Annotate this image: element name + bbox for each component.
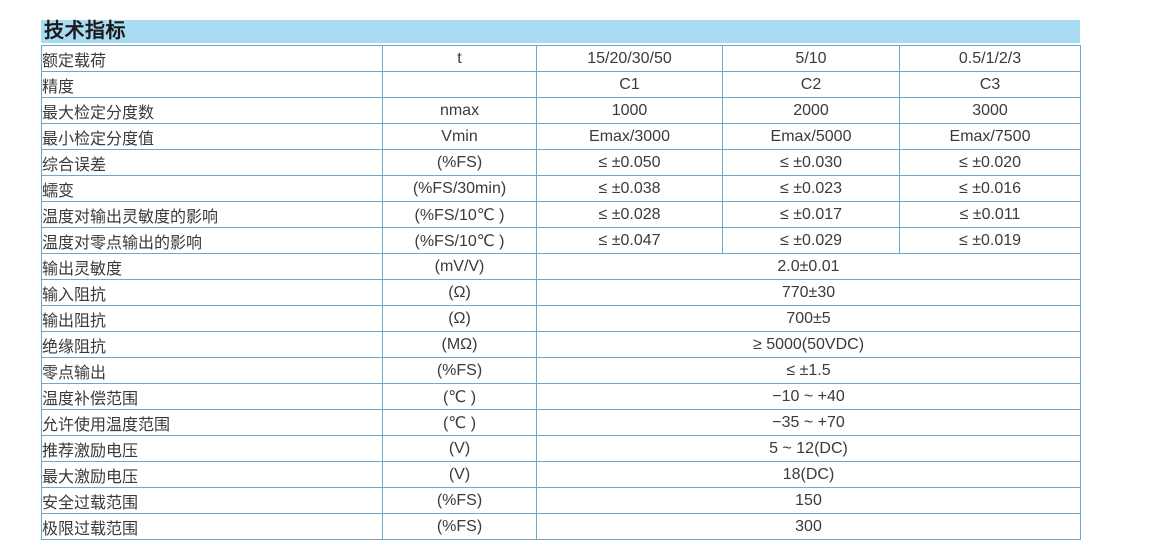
- spec-label: 允许使用温度范围: [41, 409, 383, 436]
- spec-unit: (%FS/10℃ ): [382, 201, 537, 228]
- spec-row: 精度 C1 C2 C3: [41, 71, 1081, 98]
- spec-row: 输入阻抗 (Ω) 770±30: [41, 279, 1081, 306]
- spec-unit: (V): [382, 435, 537, 462]
- spec-label: 温度补偿范围: [41, 383, 383, 410]
- spec-row: 安全过载范围 (%FS) 150: [41, 487, 1081, 514]
- spec-value: C3: [899, 71, 1081, 98]
- spec-value: Emax/3000: [536, 123, 723, 150]
- spec-label: 精度: [41, 71, 383, 98]
- spec-row: 最大检定分度数 nmax 1000 2000 3000: [41, 97, 1081, 124]
- spec-value: ≤ ±0.030: [722, 149, 900, 176]
- spec-value: 5/10: [722, 45, 900, 72]
- spec-unit: (Ω): [382, 305, 537, 332]
- spec-value: 0.5/1/2/3: [899, 45, 1081, 72]
- section-title-band: 技术指标: [41, 20, 1080, 43]
- spec-value-merged: 18(DC): [536, 461, 1081, 488]
- spec-label: 温度对零点输出的影响: [41, 227, 383, 254]
- spec-label: 绝缘阻抗: [41, 331, 383, 358]
- spec-unit: (℃ ): [382, 409, 537, 436]
- spec-unit: Vmin: [382, 123, 537, 150]
- spec-label: 蠕变: [41, 175, 383, 202]
- spec-label: 最小检定分度值: [41, 123, 383, 150]
- spec-unit: (%FS): [382, 513, 537, 540]
- spec-value-merged: 150: [536, 487, 1081, 514]
- spec-value-merged: ≤ ±1.5: [536, 357, 1081, 384]
- spec-row: 最大激励电压 (V) 18(DC): [41, 461, 1081, 488]
- spec-unit: (%FS): [382, 487, 537, 514]
- spec-row: 最小检定分度值 Vmin Emax/3000 Emax/5000 Emax/7500: [41, 123, 1081, 150]
- spec-label: 推荐激励电压: [41, 435, 383, 462]
- spec-value-merged: ≥ 5000(50VDC): [536, 331, 1081, 358]
- spec-label: 最大检定分度数: [41, 97, 383, 124]
- spec-label: 温度对输出灵敏度的影响: [41, 201, 383, 228]
- spec-unit: [382, 71, 537, 98]
- spec-value: Emax/5000: [722, 123, 900, 150]
- spec-unit: (%FS/30min): [382, 175, 537, 202]
- spec-value: ≤ ±0.020: [899, 149, 1081, 176]
- spec-unit: t: [382, 45, 537, 72]
- spec-row: 额定载荷 t 15/20/30/50 5/10 0.5/1/2/3: [41, 45, 1081, 72]
- spec-value: ≤ ±0.023: [722, 175, 900, 202]
- spec-label: 输入阻抗: [41, 279, 383, 306]
- spec-value: ≤ ±0.050: [536, 149, 723, 176]
- spec-value: Emax/7500: [899, 123, 1081, 150]
- spec-value: C2: [722, 71, 900, 98]
- spec-value: 3000: [899, 97, 1081, 124]
- spec-value-merged: 770±30: [536, 279, 1081, 306]
- spec-label: 输出阻抗: [41, 305, 383, 332]
- spec-value: ≤ ±0.011: [899, 201, 1081, 228]
- spec-unit: (℃ ): [382, 383, 537, 410]
- spec-label: 极限过载范围: [41, 513, 383, 540]
- spec-row: 温度补偿范围 (℃ ) −10 ~ +40: [41, 383, 1081, 410]
- spec-row: 推荐激励电压 (V) 5 ~ 12(DC): [41, 435, 1081, 462]
- spec-unit: nmax: [382, 97, 537, 124]
- spec-value: ≤ ±0.028: [536, 201, 723, 228]
- spec-value-merged: −10 ~ +40: [536, 383, 1081, 410]
- spec-value: ≤ ±0.038: [536, 175, 723, 202]
- spec-value: ≤ ±0.019: [899, 227, 1081, 254]
- spec-label: 零点输出: [41, 357, 383, 384]
- spec-label: 安全过载范围: [41, 487, 383, 514]
- spec-table: 额定载荷 t 15/20/30/50 5/10 0.5/1/2/3 精度 C1 C2 C3 最大检…: [41, 45, 1081, 540]
- spec-label: 综合误差: [41, 149, 383, 176]
- spec-value: ≤ ±0.029: [722, 227, 900, 254]
- section-title: 技术指标: [44, 20, 126, 42]
- spec-row: 输出灵敏度 (mV/V) 2.0±0.01: [41, 253, 1081, 280]
- spec-row: 允许使用温度范围 (℃ ) −35 ~ +70: [41, 409, 1081, 436]
- spec-value-merged: 5 ~ 12(DC): [536, 435, 1081, 462]
- spec-row: 蠕变 (%FS/30min) ≤ ±0.038 ≤ ±0.023 ≤ ±0.016: [41, 175, 1081, 202]
- spec-label: 输出灵敏度: [41, 253, 383, 280]
- spec-label: 最大激励电压: [41, 461, 383, 488]
- spec-row: 绝缘阻抗 (MΩ) ≥ 5000(50VDC): [41, 331, 1081, 358]
- spec-row: 输出阻抗 (Ω) 700±5: [41, 305, 1081, 332]
- spec-row: 综合误差 (%FS) ≤ ±0.050 ≤ ±0.030 ≤ ±0.020: [41, 149, 1081, 176]
- spec-value: 2000: [722, 97, 900, 124]
- spec-value-merged: 700±5: [536, 305, 1081, 332]
- spec-row: 温度对零点输出的影响 (%FS/10℃ ) ≤ ±0.047 ≤ ±0.029 ≤ ±0…: [41, 227, 1081, 254]
- spec-label: 额定载荷: [41, 45, 383, 72]
- spec-value: 1000: [536, 97, 723, 124]
- spec-value: 15/20/30/50: [536, 45, 723, 72]
- spec-row: 零点输出 (%FS) ≤ ±1.5: [41, 357, 1081, 384]
- spec-value-merged: −35 ~ +70: [536, 409, 1081, 436]
- spec-value: ≤ ±0.047: [536, 227, 723, 254]
- spec-value: ≤ ±0.017: [722, 201, 900, 228]
- spec-unit: (mV/V): [382, 253, 537, 280]
- spec-value: ≤ ±0.016: [899, 175, 1081, 202]
- spec-section: 技术指标 额定载荷 t 15/20/30/50 5/10 0.5/1/2/3 精度 C1 C2…: [41, 20, 1081, 540]
- spec-row: 温度对输出灵敏度的影响 (%FS/10℃ ) ≤ ±0.028 ≤ ±0.017 ≤ ±…: [41, 201, 1081, 228]
- spec-unit: (V): [382, 461, 537, 488]
- spec-value-merged: 2.0±0.01: [536, 253, 1081, 280]
- spec-unit: (%FS): [382, 149, 537, 176]
- spec-value: C1: [536, 71, 723, 98]
- spec-row: 极限过载范围 (%FS) 300: [41, 513, 1081, 540]
- spec-unit: (MΩ): [382, 331, 537, 358]
- spec-unit: (%FS): [382, 357, 537, 384]
- spec-value-merged: 300: [536, 513, 1081, 540]
- spec-unit: (Ω): [382, 279, 537, 306]
- spec-unit: (%FS/10℃ ): [382, 227, 537, 254]
